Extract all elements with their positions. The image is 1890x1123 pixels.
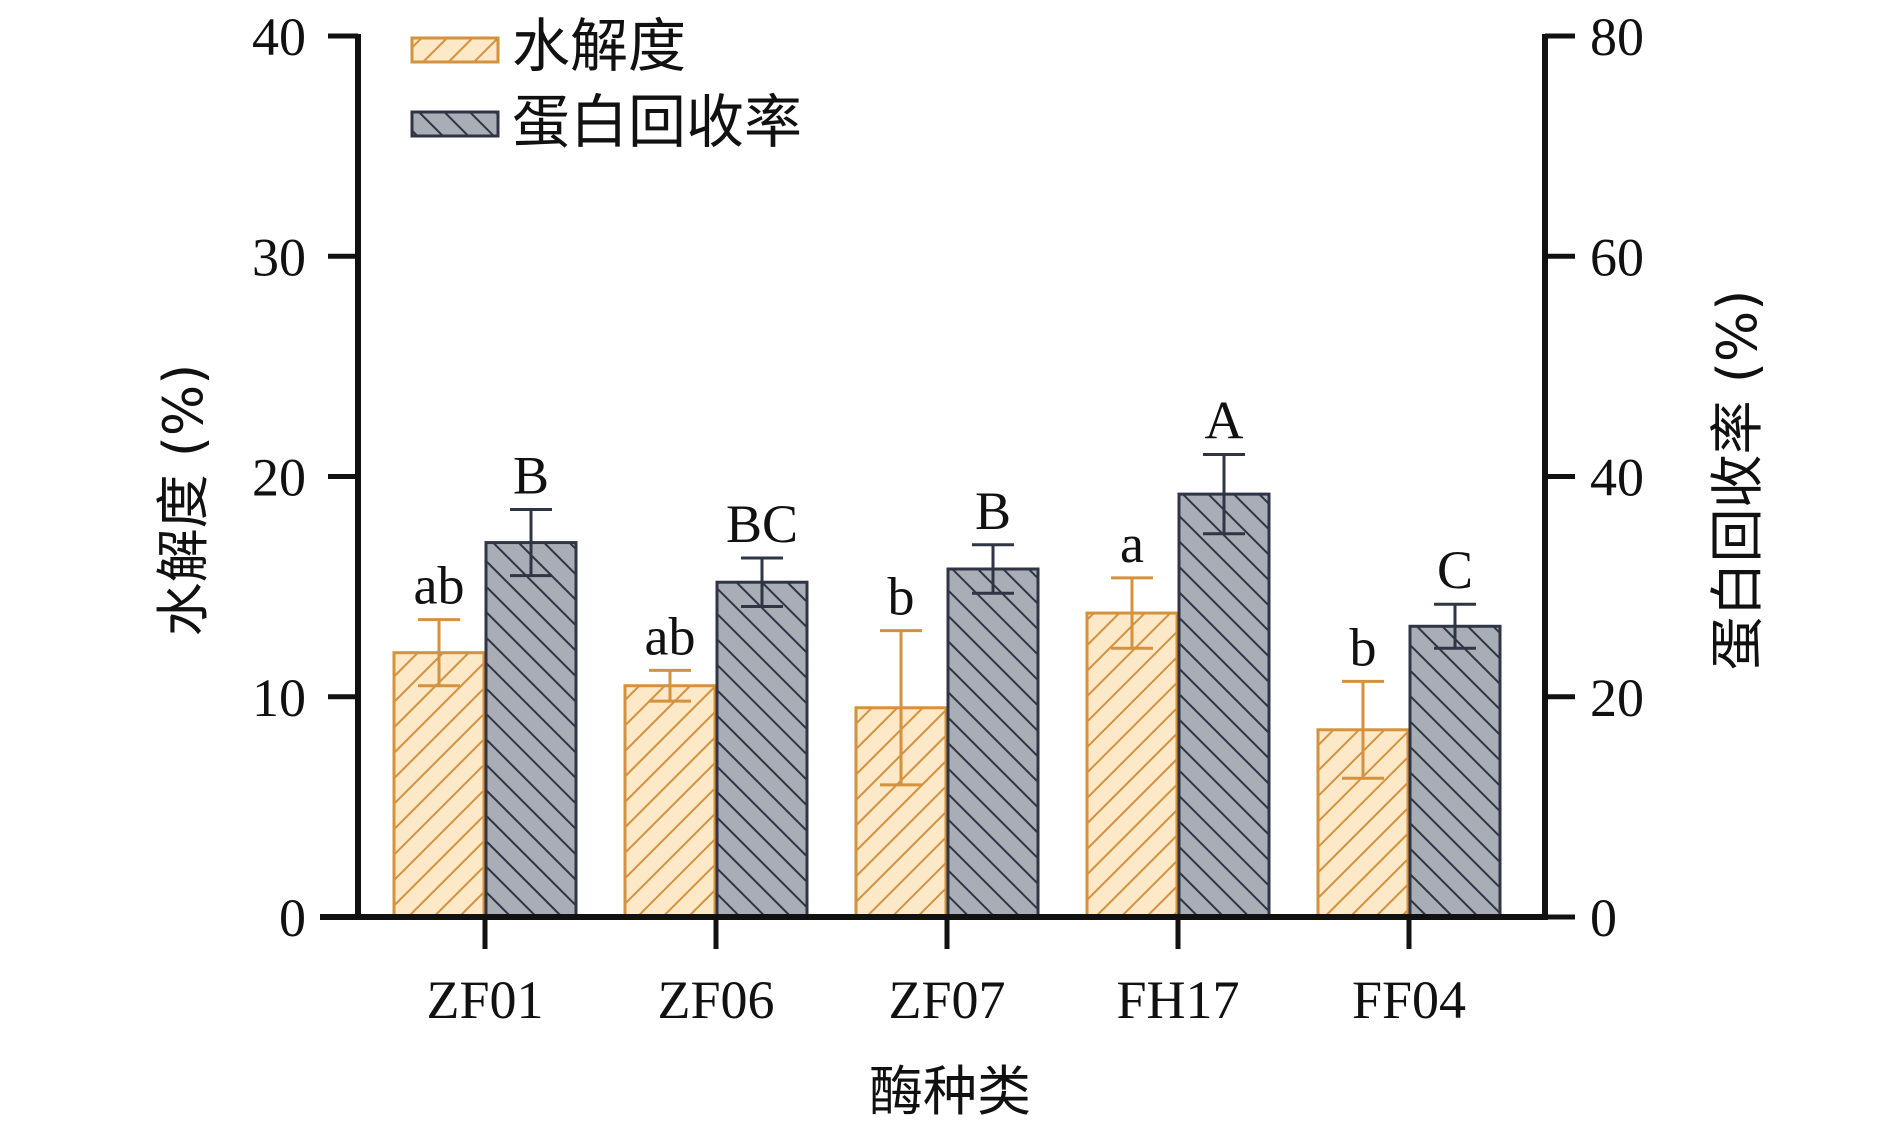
legend: 水解度 蛋白回收率 [410, 12, 802, 156]
bar-hydrolysis-FH17 [1085, 611, 1179, 919]
x-tick-label-FH17: FH17 [1116, 970, 1239, 1030]
y-right-tick-label: 80 [1590, 7, 1644, 67]
significance-label-hydrolysis-FF04: b [1350, 617, 1377, 677]
x-tick-label-FF04: FF04 [1352, 970, 1466, 1030]
x-tick-label-ZF07: ZF07 [888, 970, 1005, 1030]
y-left-tick-label: 30 [252, 227, 306, 287]
significance-label-hydrolysis-ZF07: b [888, 567, 915, 627]
significance-label-hydrolysis-FH17: a [1120, 514, 1144, 574]
x-axis-title: 酶种类 [869, 1060, 1031, 1123]
error-bar-hydrolysis-ZF06 [649, 668, 691, 703]
significance-label-recovery-FH17: A [1205, 390, 1244, 450]
error-bar-hydrolysis-ZF01 [418, 618, 460, 688]
error-bar-recovery-ZF06 [741, 556, 783, 608]
bar-hydrolysis-ZF01 [392, 651, 486, 919]
y-left-tick-label: 10 [252, 668, 306, 728]
y-right-tick-label: 40 [1590, 448, 1644, 508]
error-bar-recovery-FH17 [1203, 452, 1245, 536]
legend-label-recovery: 蛋白回收率 [512, 88, 802, 156]
error-bar-recovery-ZF01 [510, 508, 552, 578]
y-left-tick-label: 20 [252, 448, 306, 508]
bar-recovery-FF04 [1408, 624, 1502, 919]
bar-recovery-ZF07 [946, 567, 1040, 919]
error-bar-hydrolysis-ZF07 [880, 629, 922, 787]
bar-recovery-ZF01 [484, 541, 578, 919]
significance-label-recovery-ZF01: B [513, 446, 549, 506]
axes-layer [320, 33, 1575, 949]
significance-label-recovery-ZF06: BC [726, 494, 798, 554]
bar-recovery-FH17 [1177, 492, 1271, 919]
y-right-tick-label: 20 [1590, 668, 1644, 728]
bars-layer [392, 452, 1502, 919]
significance-label-hydrolysis-ZF06: ab [645, 606, 696, 666]
x-tick-label-ZF01: ZF01 [426, 970, 543, 1030]
error-bar-recovery-ZF07 [972, 543, 1014, 595]
legend-label-hydrolysis: 水解度 [512, 12, 686, 80]
y-left-tick-label: 0 [279, 888, 306, 948]
y-axis-right-title: 蛋白回收率 (%) [1706, 290, 1769, 671]
y-axis-left-title: 水解度 (%) [152, 364, 215, 637]
legend-swatch-hydrolysis [410, 36, 500, 64]
bar-recovery-ZF06 [715, 580, 809, 919]
legend-swatch-recovery [410, 110, 500, 138]
y-left-tick-label: 40 [252, 7, 306, 67]
significance-label-recovery-FF04: C [1437, 540, 1473, 600]
bar-hydrolysis-ZF06 [623, 684, 717, 919]
significance-label-hydrolysis-ZF01: ab [414, 556, 465, 616]
error-bar-hydrolysis-FF04 [1342, 679, 1384, 780]
y-right-tick-label: 60 [1590, 227, 1644, 287]
significance-label-recovery-ZF07: B [975, 481, 1011, 541]
x-tick-label-ZF06: ZF06 [657, 970, 774, 1030]
error-bar-hydrolysis-FH17 [1111, 576, 1153, 650]
error-bar-recovery-FF04 [1434, 602, 1476, 650]
y-right-tick-label: 0 [1590, 888, 1617, 948]
